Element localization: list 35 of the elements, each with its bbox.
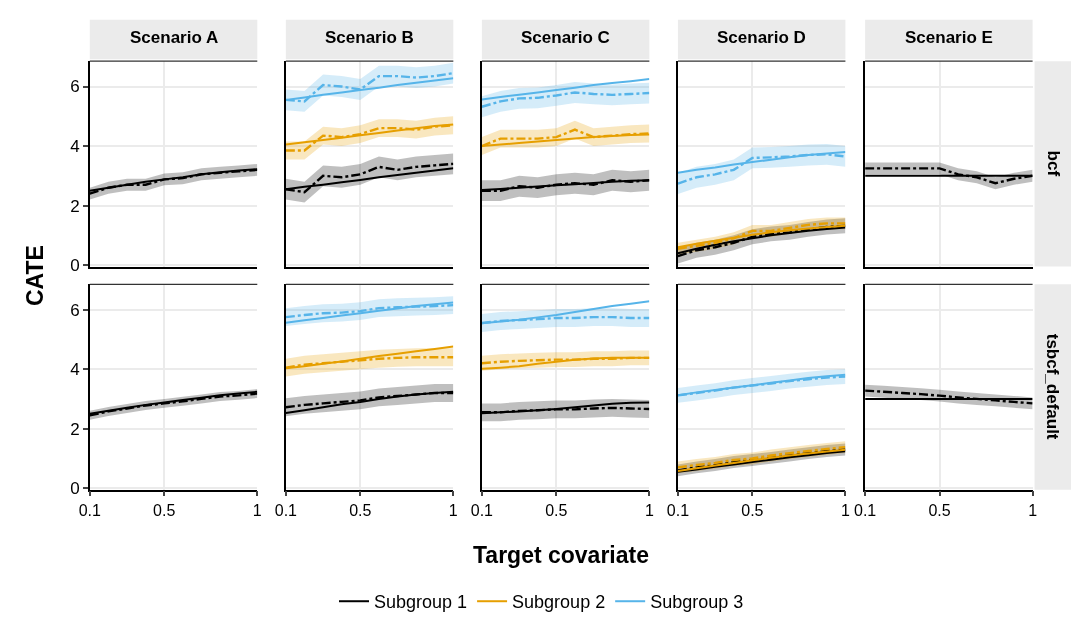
chart-title: Scenario D [717, 28, 806, 47]
y-tick-label: 4 [70, 136, 80, 156]
legend-label: Subgroup 2 [512, 592, 606, 613]
x-tick-label: 1 [448, 501, 458, 519]
x-tick-label: 0.5 [928, 501, 951, 519]
y-tick-label: 6 [70, 300, 80, 320]
x-axis-title: Target covariate [473, 542, 649, 568]
x-tick-label: 0.5 [153, 501, 176, 519]
x-tick-label: 0.5 [349, 501, 372, 519]
y2-axis-title: tsbcf_default [1043, 333, 1063, 440]
chart-title: Scenario C [521, 28, 610, 47]
y-tick-label: 0 [70, 256, 80, 276]
chart-title: Scenario B [325, 28, 414, 47]
y-tick-label: 4 [70, 360, 80, 380]
y-tick-label: 0 [70, 479, 80, 499]
x-tick-label: 0.5 [741, 501, 764, 519]
legend-label: Subgroup 1 [374, 592, 468, 613]
x-tick-label: 1 [252, 501, 262, 519]
y-axis-title: CATE [22, 245, 49, 307]
x-tick-label: 0.1 [470, 501, 494, 519]
chart-title: Scenario A [130, 28, 219, 47]
x-tick-label: 1 [1028, 501, 1038, 519]
y-tick-label: 2 [70, 196, 80, 216]
x-tick-label: 0.1 [853, 501, 877, 519]
x-tick-label: 1 [644, 501, 654, 519]
y-tick-label: 2 [70, 419, 80, 439]
y-tick-label: 6 [70, 77, 80, 97]
y2-axis-title: bcf [1044, 150, 1064, 177]
chart-title: Scenario E [905, 28, 993, 47]
x-tick-label: 0.5 [545, 501, 568, 519]
legend-label: Subgroup 3 [650, 592, 744, 613]
x-tick-label: 0.1 [78, 501, 102, 519]
x-tick-label: 0.1 [666, 501, 690, 519]
x-tick-label: 0.1 [274, 501, 298, 519]
x-tick-label: 1 [840, 501, 850, 519]
